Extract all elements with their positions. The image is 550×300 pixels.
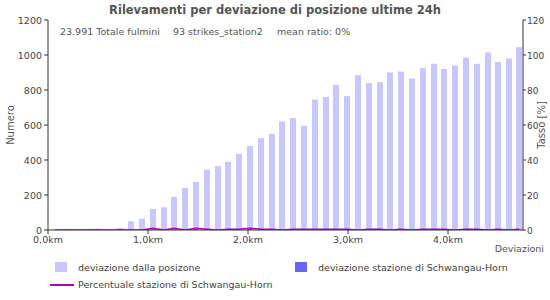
y-tick (44, 55, 48, 56)
y-tick-label: 1000 (18, 50, 42, 61)
bar (269, 134, 275, 230)
y2-tick (523, 90, 526, 91)
chart: Rilevamenti per deviazione di posizione … (0, 0, 550, 300)
x-tick-label: 2,0km (233, 234, 263, 245)
bar (128, 221, 134, 230)
annotation: 23.991 Totale fulmini (60, 26, 160, 37)
legend-swatch (50, 284, 74, 286)
bar (258, 138, 264, 230)
y2-tick-label: 80 (527, 86, 539, 96)
y2-tick-label: 0 (527, 226, 533, 236)
y2-tick (523, 160, 526, 161)
x-tick-label: 3,0km (333, 234, 363, 245)
y-tick-label: 400 (24, 155, 42, 166)
bar (387, 73, 393, 231)
bar (516, 47, 522, 230)
bar (485, 52, 491, 230)
x-axis (48, 230, 523, 231)
bar (409, 79, 415, 230)
bar (236, 154, 242, 230)
bar (377, 82, 383, 230)
x-axis-label: Deviazioni (495, 243, 544, 254)
y-tick (44, 230, 48, 231)
y2-tick-label: 20 (527, 191, 539, 201)
bar (204, 170, 210, 230)
bar (355, 75, 361, 230)
y-tick-label: 1200 (18, 15, 42, 26)
legend: deviazione dalla posizone deviazione staz… (50, 262, 508, 290)
bar (366, 83, 372, 230)
bar (495, 62, 501, 230)
y2-axis-label: Tasso [%] (536, 101, 547, 150)
bar (290, 118, 296, 230)
bar (452, 66, 458, 231)
legend-label: deviazione dalla posizone (78, 262, 201, 273)
y-tick-label: 600 (24, 120, 42, 131)
bar (150, 209, 156, 230)
y2-tick-label: 40 (527, 156, 539, 166)
bar (344, 96, 350, 230)
y2-tick (523, 125, 526, 126)
y-axis-label: Numero (5, 105, 16, 145)
bar (441, 69, 447, 230)
bar (161, 207, 167, 230)
x-tick-label: 4,0km (433, 234, 463, 245)
y-tick-label: 800 (24, 85, 42, 96)
y2-tick-label: 120 (527, 16, 544, 26)
y-tick-label: 200 (24, 190, 42, 201)
bar (333, 85, 339, 230)
y-tick (44, 20, 48, 21)
bar (171, 197, 177, 230)
y-tick (44, 90, 48, 91)
annotation: 93 strikes_station2 (173, 26, 263, 37)
y2-tick (523, 20, 526, 21)
bar (139, 219, 145, 230)
bar (193, 182, 199, 230)
bar (506, 59, 512, 231)
marks (52, 47, 522, 230)
legend-swatch (295, 262, 307, 272)
bar (312, 100, 318, 230)
bar (431, 64, 437, 230)
bar (463, 58, 469, 230)
legend-label: Percentuale stazione di Schwangau-Horn (78, 279, 273, 290)
y2-tick (523, 230, 526, 231)
x-tick-label: 0,0km (33, 234, 63, 245)
bar (323, 97, 329, 230)
bar (225, 162, 231, 230)
bar (398, 72, 404, 230)
bar (182, 188, 188, 230)
y-tick (44, 160, 48, 161)
y-tick (44, 125, 48, 126)
y2-tick (523, 195, 526, 196)
bar (301, 126, 307, 230)
y2-tick (523, 55, 526, 56)
bar (215, 166, 221, 230)
bar (474, 64, 480, 230)
x-tick-label: 1,0km (133, 234, 163, 245)
bar (420, 68, 426, 230)
legend-label: deviazione stazione di Schwangau-Horn (318, 262, 508, 273)
bar (247, 146, 253, 230)
legend-swatch (55, 262, 67, 272)
annotation: mean ratio: 0% (277, 26, 350, 37)
y-tick (44, 195, 48, 196)
bar (279, 122, 285, 231)
title: Rilevamenti per deviazione di posizione … (109, 3, 441, 17)
y2-tick-label: 100 (527, 51, 544, 61)
